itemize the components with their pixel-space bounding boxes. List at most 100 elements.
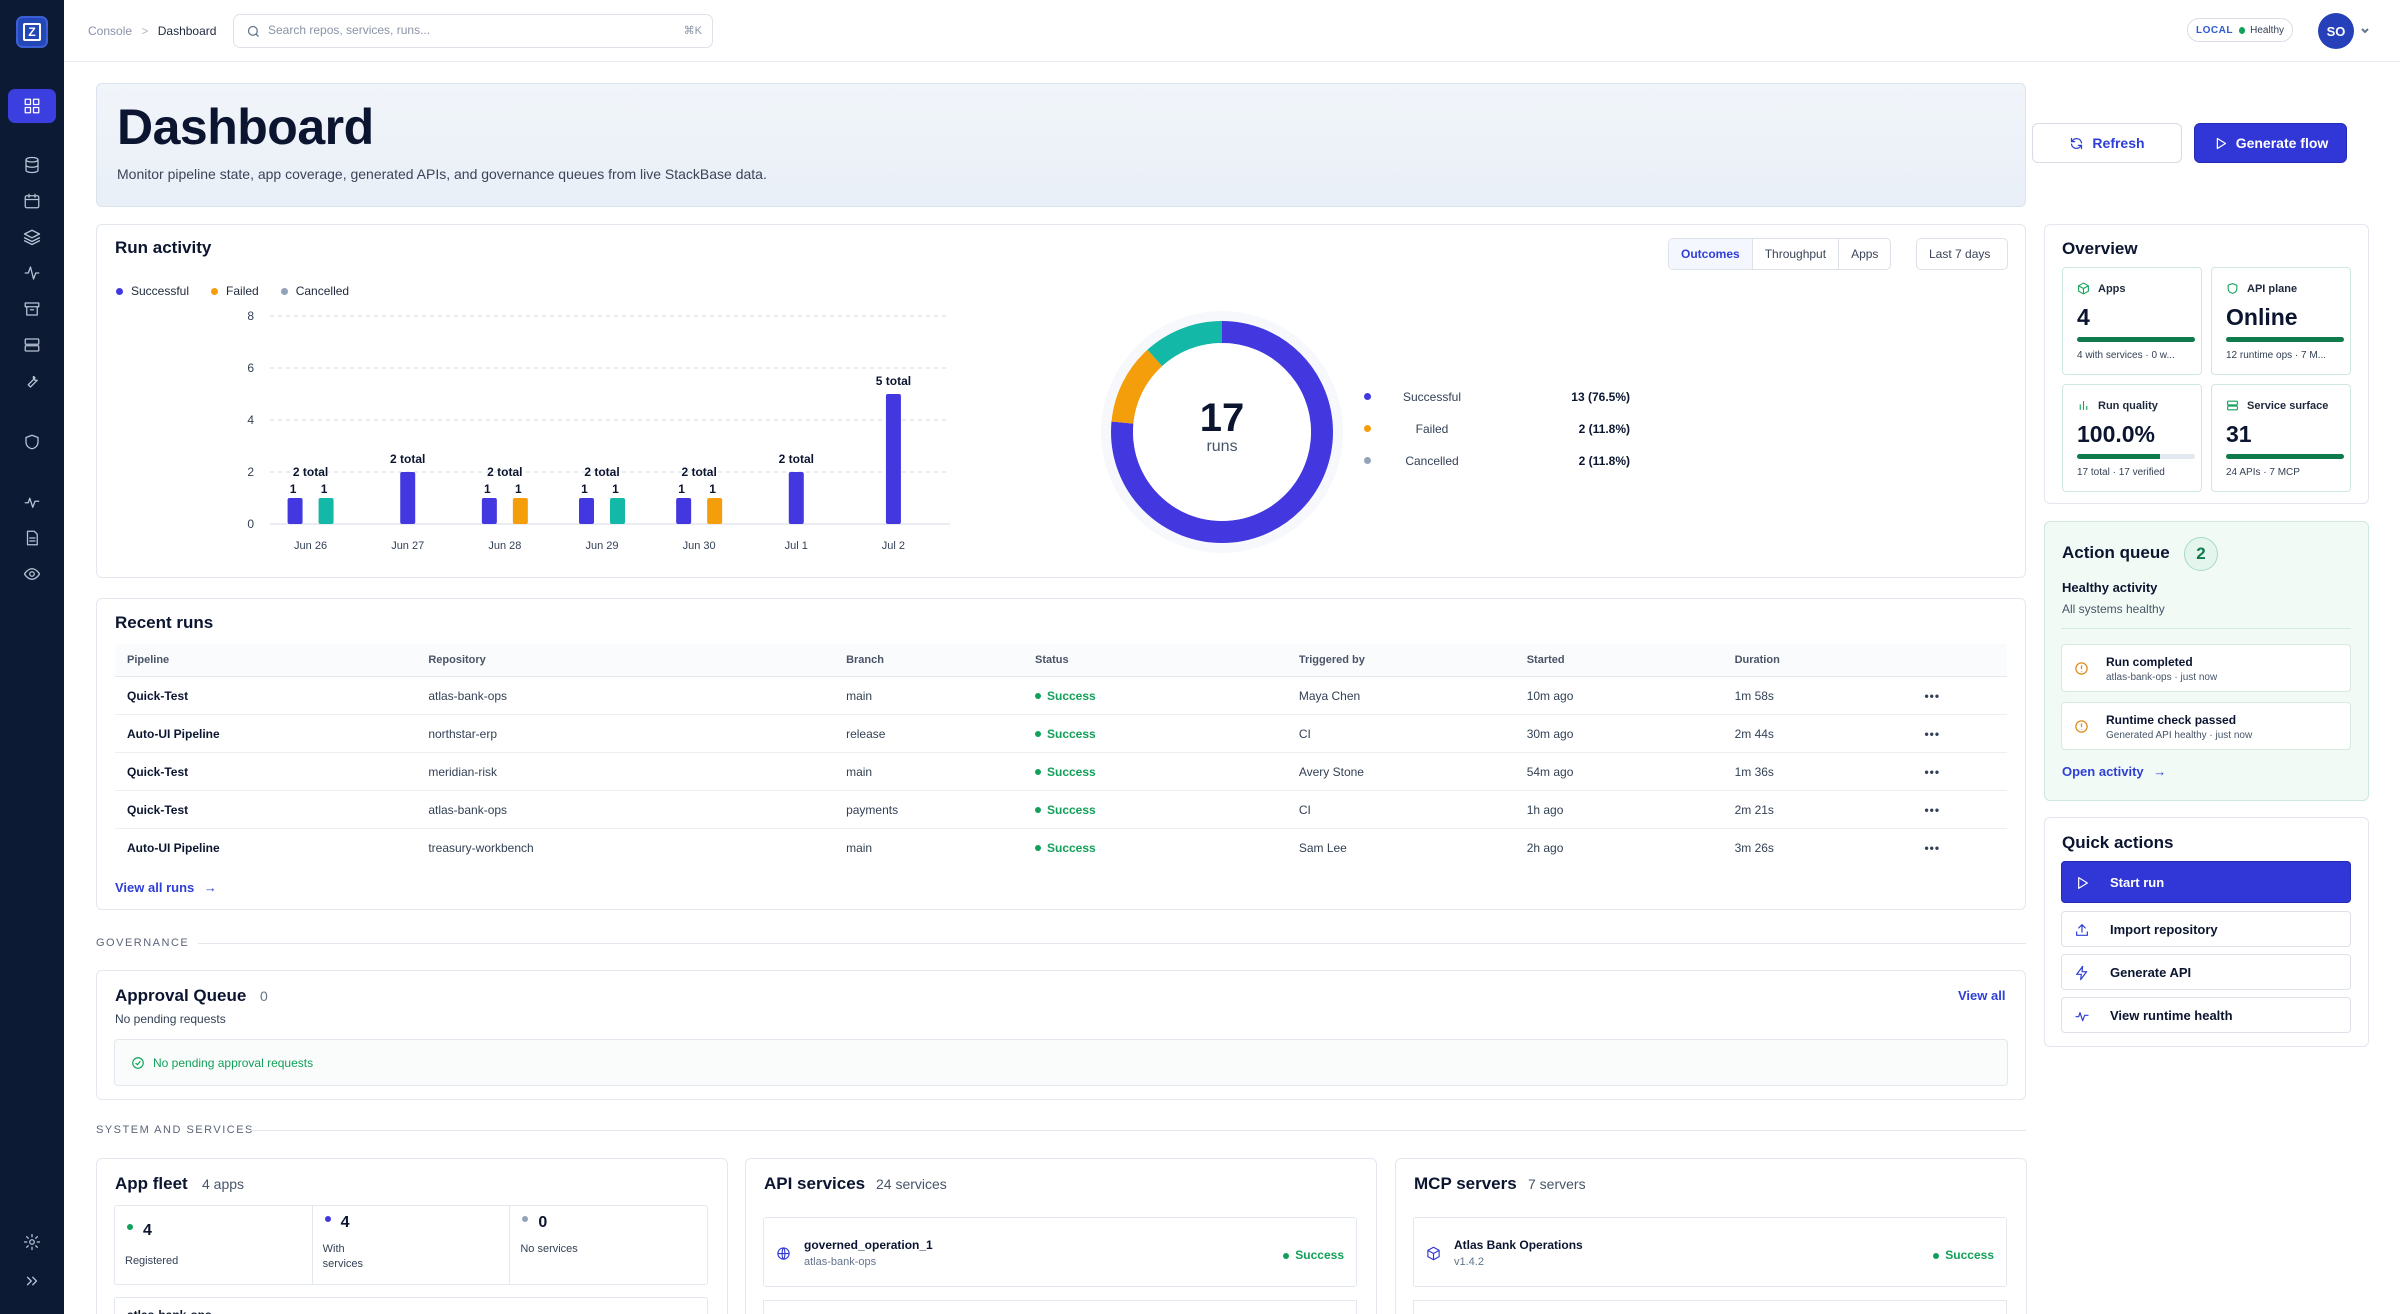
triggered-by-cell: CI: [1286, 790, 1515, 829]
view-all-runs-link[interactable]: View all runs →: [115, 880, 217, 895]
tab-outcomes[interactable]: Outcomes: [1669, 239, 1753, 269]
approval-view-all-link[interactable]: View all: [1958, 988, 2006, 1003]
bar-chart-icon: [2079, 401, 2088, 410]
bar-value-label: 1: [612, 482, 619, 496]
server-icon: [24, 338, 40, 352]
environment-status[interactable]: LOCAL Healthy: [2187, 18, 2293, 42]
range-select[interactable]: Last 7 days: [1916, 238, 2008, 270]
nav-health[interactable]: [0, 485, 64, 519]
bar: [481, 498, 497, 524]
action-item[interactable]: Runtime check passed Generated API health…: [2061, 702, 2351, 750]
row-more-icon[interactable]: •••: [1912, 714, 2007, 753]
nav-activity[interactable]: [0, 256, 64, 290]
action-item[interactable]: Run completed atlas-bank-ops · just now: [2061, 644, 2351, 692]
app-logo[interactable]: Z: [16, 16, 48, 48]
started-cell: 1h ago: [1514, 790, 1723, 829]
document-icon: [26, 530, 38, 546]
mcp-server-version: v1.4.2: [1454, 1256, 1484, 1268]
mcp-server-item[interactable]: Atlas Bank Operations v1.4.2 Success: [1413, 1217, 2007, 1287]
kpi-value: 31: [2226, 421, 2252, 447]
generate-api-button[interactable]: Generate API: [2061, 954, 2351, 990]
refresh-button[interactable]: Refresh: [2032, 123, 2182, 163]
recent-runs-table: Pipeline Repository Branch Status Triggered …: [114, 643, 2008, 867]
nav-dashboard[interactable]: [8, 89, 56, 123]
bar: [676, 498, 692, 524]
row-more-icon[interactable]: •••: [1912, 752, 2007, 791]
nav-calendar[interactable]: [0, 184, 64, 218]
quick-actions-title: Quick actions: [2062, 833, 2174, 852]
nav-docs[interactable]: [0, 521, 64, 555]
breadcrumb-parent[interactable]: Console: [88, 24, 133, 38]
nav-tools[interactable]: [0, 364, 64, 398]
kpi-card[interactable]: Service surface 31 24 APIs · 7 MCP: [2211, 384, 2351, 492]
mcp-server-item[interactable]: [1413, 1300, 2007, 1314]
user-avatar[interactable]: SO: [2318, 13, 2354, 49]
row-more-icon[interactable]: •••: [1912, 676, 2007, 715]
table-row[interactable]: Auto-UI Pipeline treasury-workbench main Su…: [115, 829, 2007, 867]
table-row[interactable]: Quick-Test meridian-risk main Success Avery …: [115, 752, 2007, 791]
run-activity-title: Run activity: [115, 238, 212, 257]
start-run-button[interactable]: Start run: [2061, 861, 2351, 903]
import-repository-button[interactable]: Import repository: [2061, 911, 2351, 947]
page-header: Dashboard Monitor pipeline state, app co…: [96, 83, 2026, 207]
column-header[interactable]: Duration: [1722, 644, 1913, 677]
layers-icon: [23, 229, 41, 246]
app-list-item[interactable]: atlas-bank-ops: [114, 1297, 708, 1314]
nav-layers[interactable]: [0, 220, 64, 254]
kpi-card[interactable]: Run quality 100.0% 17 total · 17 verified: [2062, 384, 2202, 492]
nav-security[interactable]: [0, 425, 64, 459]
nav-data[interactable]: [0, 148, 64, 182]
alert-circle-icon: [2075, 662, 2088, 675]
kpi-card[interactable]: Apps 4 4 with services · 0 w...: [2062, 267, 2202, 375]
table-row[interactable]: Auto-UI Pipeline northstar-erp release Succ…: [115, 714, 2007, 753]
overview-title: Overview: [2062, 239, 2138, 258]
x-tick-label: Jul 2: [882, 540, 905, 552]
repository-cell: treasury-workbench: [428, 840, 534, 855]
approval-empty-state: No pending approval requests: [114, 1039, 2008, 1086]
nav-archive[interactable]: [0, 292, 64, 326]
api-service-item[interactable]: governed_operation_1 atlas-bank-ops Succ…: [763, 1217, 1357, 1287]
donut-legend-dot: [1364, 393, 1371, 400]
stat-no-services: 0 No services: [520, 1214, 578, 1255]
column-header[interactable]: Status: [1022, 644, 1287, 677]
refresh-label: Refresh: [2092, 135, 2145, 151]
branch-cell: main: [846, 840, 873, 855]
tab-throughput[interactable]: Throughput: [1753, 239, 1840, 269]
chevron-down-icon[interactable]: [2360, 26, 2370, 36]
legend-cancelled: Cancelled: [280, 284, 349, 298]
table-row[interactable]: Quick-Test atlas-bank-ops payments Success C…: [115, 790, 2007, 829]
view-runtime-health-button[interactable]: View runtime health: [2061, 997, 2351, 1033]
tab-apps[interactable]: Apps: [1851, 247, 1879, 261]
triggered-by-cell: Avery Stone: [1286, 752, 1515, 791]
mcp-server-status: Success: [1933, 1248, 1994, 1262]
column-header[interactable]: Triggered by: [1286, 644, 1515, 677]
row-more-icon[interactable]: •••: [1924, 840, 1941, 855]
range-label: Last 7 days: [1929, 247, 1991, 261]
logo-letter: Z: [23, 23, 41, 41]
nav-expand[interactable]: [0, 1264, 64, 1298]
search-input[interactable]: [268, 23, 648, 37]
shield-icon: [25, 434, 39, 450]
api-service-item[interactable]: [763, 1300, 1357, 1314]
generate-flow-button[interactable]: Generate flow: [2194, 123, 2347, 163]
systems-section-label: SYSTEM AND SERVICES: [96, 1124, 254, 1136]
bar: [885, 394, 901, 524]
global-search[interactable]: ⌘K: [233, 14, 713, 48]
table-row[interactable]: Quick-Test atlas-bank-ops main Success Maya …: [115, 676, 2007, 715]
column-header[interactable]: Repository: [416, 644, 835, 677]
nav-observe[interactable]: [0, 557, 64, 591]
database-icon: [25, 156, 39, 174]
box-icon: [2078, 282, 2089, 295]
upload-icon: [2076, 924, 2088, 936]
kpi-card[interactable]: API plane Online 12 runtime ops · 7 M...: [2211, 267, 2351, 375]
row-more-icon[interactable]: •••: [1912, 790, 2007, 829]
open-activity-link[interactable]: Open activity →: [2062, 764, 2167, 779]
nav-settings[interactable]: [0, 1225, 64, 1259]
column-header[interactable]: Branch: [834, 644, 1023, 677]
column-header[interactable]: Started: [1514, 644, 1723, 677]
api-service-status: Success: [1283, 1248, 1344, 1262]
nav-servers[interactable]: [0, 328, 64, 362]
triggered-by-cell: Maya Chen: [1286, 676, 1515, 715]
status-badge: Success: [1034, 803, 1096, 817]
column-header[interactable]: Pipeline: [115, 644, 417, 677]
